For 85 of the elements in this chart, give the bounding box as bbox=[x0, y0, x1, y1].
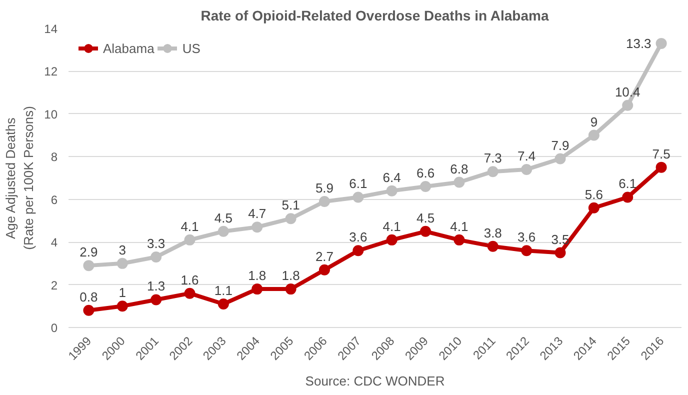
data-label: 6.8 bbox=[450, 161, 468, 176]
data-label: 7.5 bbox=[652, 146, 670, 162]
point bbox=[352, 192, 364, 203]
data-label: 10.4 bbox=[614, 84, 640, 100]
point bbox=[116, 258, 128, 269]
data-label: 0.8 bbox=[80, 289, 98, 304]
point bbox=[83, 304, 94, 316]
point bbox=[352, 245, 364, 256]
data-label: 6.6 bbox=[416, 166, 435, 181]
data-label: 6.1 bbox=[349, 176, 368, 192]
point bbox=[252, 222, 263, 233]
data-label: 3.6 bbox=[349, 230, 368, 245]
point bbox=[83, 260, 94, 272]
data-label: 3.5 bbox=[551, 232, 570, 247]
y-tick-label: 14 bbox=[44, 22, 58, 36]
y-tick-label: 2 bbox=[50, 278, 58, 292]
legend-label: US bbox=[182, 40, 202, 56]
data-label: 4.1 bbox=[450, 218, 468, 234]
point bbox=[487, 240, 498, 252]
data-label: 1 bbox=[118, 285, 126, 300]
y-tick-label: 10 bbox=[44, 107, 58, 122]
data-label: 3 bbox=[118, 242, 126, 258]
data-label: 5.9 bbox=[315, 180, 334, 196]
data-label: 9 bbox=[590, 114, 598, 130]
point bbox=[150, 294, 162, 306]
data-label: 1.8 bbox=[248, 268, 266, 284]
point bbox=[521, 164, 532, 175]
data-label: 1.6 bbox=[180, 272, 199, 288]
point bbox=[116, 300, 128, 312]
data-label: 4.5 bbox=[214, 210, 232, 226]
point bbox=[521, 245, 532, 256]
point bbox=[184, 288, 196, 299]
point bbox=[554, 247, 566, 258]
data-label: 4.1 bbox=[382, 218, 401, 234]
data-label: 7.9 bbox=[551, 138, 570, 153]
point bbox=[420, 181, 432, 192]
point bbox=[588, 202, 600, 214]
y-axis-title: Age Adjusted Deaths (Rate per 100K Persons) bbox=[3, 106, 36, 250]
point bbox=[218, 226, 229, 237]
point bbox=[218, 298, 229, 310]
point bbox=[454, 234, 465, 246]
data-label: 2.9 bbox=[80, 244, 98, 260]
point bbox=[318, 264, 330, 276]
data-label: 1.1 bbox=[214, 283, 232, 298]
point bbox=[554, 153, 566, 164]
y-tick-label: 12 bbox=[44, 64, 58, 79]
data-label: 5.6 bbox=[584, 186, 603, 202]
point bbox=[656, 38, 667, 49]
data-label: 7.4 bbox=[518, 148, 536, 164]
y-tick-label: 4 bbox=[50, 236, 58, 250]
point bbox=[622, 100, 634, 111]
point bbox=[252, 284, 263, 295]
point bbox=[656, 162, 667, 173]
point bbox=[184, 234, 196, 246]
source-note: Source: CDC WONDER bbox=[305, 374, 445, 388]
point bbox=[622, 192, 634, 203]
point bbox=[588, 130, 600, 141]
legend-label: Alabama bbox=[103, 40, 154, 56]
data-label: 1.3 bbox=[147, 278, 166, 294]
data-label: 4.5 bbox=[416, 210, 435, 226]
point bbox=[150, 252, 162, 263]
data-label: 13.3 bbox=[626, 36, 652, 51]
data-label: 1.8 bbox=[282, 268, 300, 284]
point bbox=[285, 284, 296, 295]
y-tick-label: 6 bbox=[50, 192, 58, 207]
data-label: 6.4 bbox=[382, 170, 401, 185]
chart-title: Rate of Opioid-Related Overdose Deaths in Alabama bbox=[200, 8, 549, 24]
point bbox=[386, 234, 398, 246]
y-tick-label: 0 bbox=[50, 321, 58, 335]
y-tick-label: 8 bbox=[50, 150, 58, 164]
point bbox=[285, 213, 296, 224]
data-label: 2.7 bbox=[315, 248, 334, 264]
data-label: 3.6 bbox=[518, 230, 536, 245]
data-label: 4.7 bbox=[248, 206, 266, 222]
data-label: 3.3 bbox=[147, 236, 166, 252]
data-label: 6.1 bbox=[618, 176, 637, 192]
point bbox=[386, 185, 398, 196]
point bbox=[487, 166, 498, 178]
point bbox=[318, 196, 330, 207]
data-label: 5.1 bbox=[282, 198, 300, 213]
point bbox=[420, 226, 432, 237]
data-label: 3.8 bbox=[484, 225, 502, 240]
point bbox=[454, 176, 465, 188]
data-label: 4.1 bbox=[180, 218, 199, 234]
data-label: 7.3 bbox=[484, 150, 502, 166]
